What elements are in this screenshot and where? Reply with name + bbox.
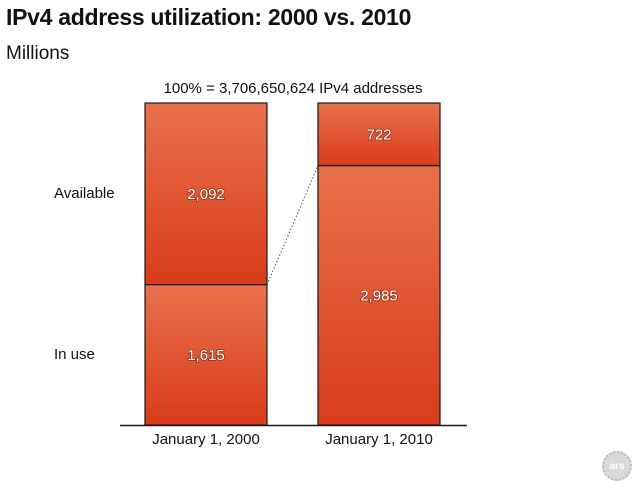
data-label-available-2: 722 [366, 126, 391, 143]
legend-label-available: Available [54, 185, 115, 202]
data-label-available-1: 2,092 [187, 186, 225, 203]
connector-line [266, 165, 319, 285]
bar-available-1 [144, 102, 268, 286]
chart-title: IPv4 address utilization: 2000 vs. 2010 [6, 4, 412, 30]
legend-label-in-use: In use [54, 346, 95, 363]
total-note: 100% = 3,706,650,624 IPv4 addresses [164, 80, 423, 97]
data-label-in-use-2: 2,985 [360, 287, 398, 304]
category-label-2: January 1, 2010 [325, 431, 433, 448]
bar-in-use-1 [144, 284, 268, 426]
chart-subtitle: Millions [6, 43, 70, 64]
category-label-1: January 1, 2000 [152, 431, 260, 448]
ars-logo: ars [602, 451, 632, 481]
logo-text: ars [609, 460, 625, 472]
data-label-in-use-1: 1,615 [187, 347, 225, 364]
